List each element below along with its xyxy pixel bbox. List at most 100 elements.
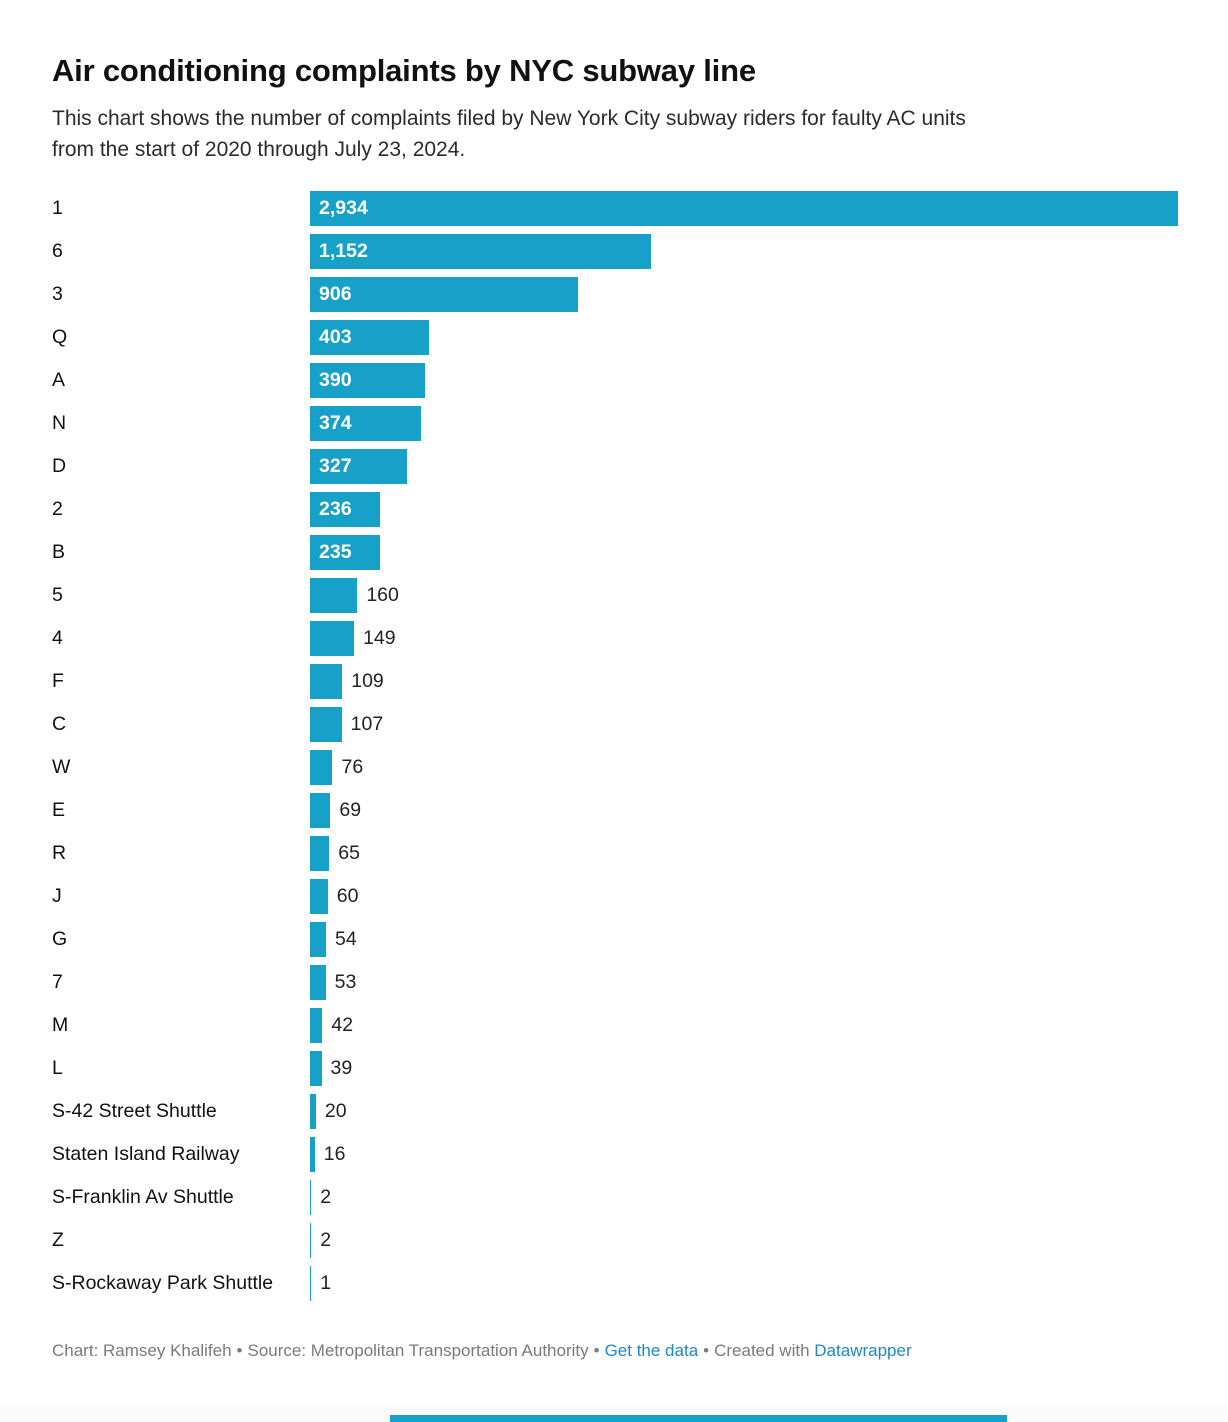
bar-track: 236 xyxy=(310,492,1178,528)
category-label: M xyxy=(52,1014,69,1037)
chart-row: R 65 xyxy=(52,832,1178,875)
bar-track: 235 xyxy=(310,535,1178,571)
category-label: 1 xyxy=(52,197,63,220)
chart-row: Z 2 xyxy=(52,1219,1178,1262)
category-label: F xyxy=(52,670,64,693)
bar-track: 1,152 xyxy=(310,234,1178,270)
bar xyxy=(310,793,331,829)
category-label: Z xyxy=(52,1229,64,1252)
chart-row: G 54 xyxy=(52,918,1178,961)
value-label: 160 xyxy=(366,584,399,607)
value-label: 109 xyxy=(351,670,384,693)
footer-separator: • xyxy=(593,1341,600,1361)
bar-track: 403 xyxy=(310,320,1178,356)
bar-track: 2 xyxy=(310,1223,1178,1259)
value-label: 20 xyxy=(324,1100,347,1123)
bar xyxy=(310,750,333,786)
bar-track: 109 xyxy=(310,664,1178,700)
bar-track: 16 xyxy=(310,1137,1178,1173)
chart-row: L 39 xyxy=(52,1047,1178,1090)
chart-row: Q 403 xyxy=(52,316,1178,359)
bar xyxy=(310,707,342,743)
value-label: 2 xyxy=(320,1229,332,1252)
chart-row: S-42 Street Shuttle 20 xyxy=(52,1090,1178,1133)
bar xyxy=(310,1180,312,1216)
category-label: 6 xyxy=(52,240,63,263)
bar-track: 2 xyxy=(310,1180,1178,1216)
source-text: Source: Metropolitan Transportation Auth… xyxy=(247,1341,589,1361)
chart-row: E 69 xyxy=(52,789,1178,832)
bar xyxy=(310,1137,315,1173)
bar: 2,934 xyxy=(310,191,1178,227)
category-label: 4 xyxy=(52,627,63,650)
bar xyxy=(310,965,326,1001)
datawrapper-link[interactable]: Datawrapper xyxy=(814,1341,912,1361)
bar xyxy=(310,578,358,614)
bar: 390 xyxy=(310,363,426,399)
value-label: 906 xyxy=(319,283,352,306)
value-label: 39 xyxy=(330,1057,353,1080)
category-label: A xyxy=(52,369,66,392)
bar-track: 1 xyxy=(310,1266,1178,1302)
value-label: 107 xyxy=(350,713,384,736)
value-label: 16 xyxy=(323,1143,346,1166)
bar-track: 107 xyxy=(310,707,1178,743)
chart-row: 4 149 xyxy=(52,617,1178,660)
bar xyxy=(310,621,355,657)
chart-row: Staten Island Railway 16 xyxy=(52,1133,1178,1176)
value-label: 235 xyxy=(319,541,352,564)
value-label: 2 xyxy=(320,1186,332,1209)
bar xyxy=(310,879,328,915)
description-line-2: from the start of 2020 through July 23, … xyxy=(52,138,466,162)
chart-row: F 109 xyxy=(52,660,1178,703)
bar-track: 906 xyxy=(310,277,1178,313)
chart-row: S-Franklin Av Shuttle 2 xyxy=(52,1176,1178,1219)
chart-row: W 76 xyxy=(52,746,1178,789)
category-label: G xyxy=(52,928,68,951)
value-label: 236 xyxy=(319,498,352,521)
category-label: 5 xyxy=(52,584,63,607)
chart-row: 5 160 xyxy=(52,574,1178,617)
category-label: 3 xyxy=(52,283,63,306)
value-label: 2,934 xyxy=(319,197,368,220)
bar xyxy=(310,1223,312,1259)
bar-track: 20 xyxy=(310,1094,1178,1130)
bar: 235 xyxy=(310,535,380,571)
value-label: 60 xyxy=(336,885,359,908)
category-label: R xyxy=(52,842,67,865)
get-the-data-link[interactable]: Get the data xyxy=(604,1341,699,1361)
chart-row: C 107 xyxy=(52,703,1178,746)
bar xyxy=(310,1008,323,1044)
created-with-text: Created with xyxy=(714,1341,810,1361)
bar xyxy=(310,836,330,872)
bar: 906 xyxy=(310,277,579,313)
value-label: 76 xyxy=(341,756,364,779)
category-label: S-Rockaway Park Shuttle xyxy=(52,1272,274,1295)
chart-row: M 42 xyxy=(52,1004,1178,1047)
bar-track: 327 xyxy=(310,449,1178,485)
bar-track: 76 xyxy=(310,750,1178,786)
bar xyxy=(310,1094,316,1130)
category-label: C xyxy=(52,713,67,736)
chart-row: A 390 xyxy=(52,359,1178,402)
bar-track: 374 xyxy=(310,406,1178,442)
chart-row: 1 2,934 xyxy=(52,187,1178,230)
bar: 1,152 xyxy=(310,234,651,270)
bar xyxy=(310,1266,312,1302)
bar-track: 149 xyxy=(310,621,1178,657)
category-label: Q xyxy=(52,326,68,349)
bar-track: 60 xyxy=(310,879,1178,915)
value-label: 403 xyxy=(319,326,352,349)
value-label: 53 xyxy=(334,971,357,994)
chart-row: 2 236 xyxy=(52,488,1178,531)
footer-separator: • xyxy=(703,1341,710,1361)
category-label: J xyxy=(52,885,62,908)
category-label: Staten Island Railway xyxy=(52,1143,240,1166)
chart-row: S-Rockaway Park Shuttle 1 xyxy=(52,1262,1178,1305)
bar-track: 39 xyxy=(310,1051,1178,1087)
chart-row: B 235 xyxy=(52,531,1178,574)
bar-track: 390 xyxy=(310,363,1178,399)
footer-separator: • xyxy=(236,1341,243,1361)
value-label: 54 xyxy=(334,928,357,951)
value-label: 149 xyxy=(363,627,396,650)
